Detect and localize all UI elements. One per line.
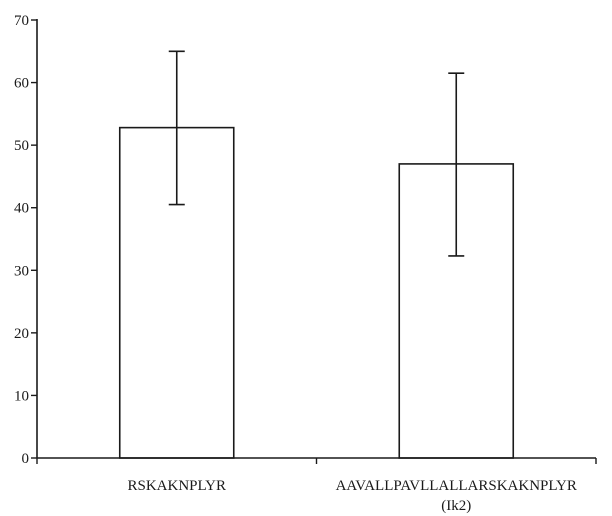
y-tick-label: 40 xyxy=(14,201,29,217)
y-tick-label: 10 xyxy=(14,388,29,404)
y-tick-label: 60 xyxy=(14,76,29,92)
y-tick-label: 20 xyxy=(14,326,29,342)
y-tick-label: 30 xyxy=(14,263,29,279)
bars xyxy=(118,126,515,459)
x-category-label: AAVALLPAVLLALLARSKAKNPLYR xyxy=(336,478,577,494)
x-category-label: (Ik2) xyxy=(441,498,471,514)
axes xyxy=(36,19,596,459)
error-bars xyxy=(168,50,465,257)
y-tick-label: 0 xyxy=(22,451,30,467)
y-tick-label: 50 xyxy=(14,138,29,154)
y-axis-ticks: 0 10 20 30 40 50 60 70 xyxy=(14,13,597,467)
x-category-label: RSKAKNPLYR xyxy=(127,478,226,494)
y-tick-label: 70 xyxy=(14,13,29,29)
x-axis-labels: RSKAKNPLYR AAVALLPAVLLALLARSKAKNPLYR (Ik2) xyxy=(127,478,576,514)
